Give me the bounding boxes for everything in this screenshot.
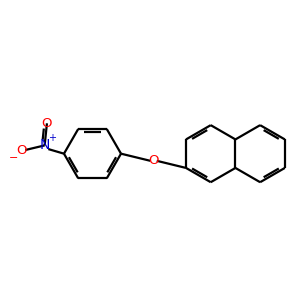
- Text: O: O: [148, 154, 159, 167]
- Text: +: +: [48, 133, 56, 143]
- Text: O: O: [42, 117, 52, 130]
- Text: O: O: [16, 143, 27, 157]
- Text: N: N: [40, 138, 50, 152]
- Text: −: −: [9, 153, 19, 163]
